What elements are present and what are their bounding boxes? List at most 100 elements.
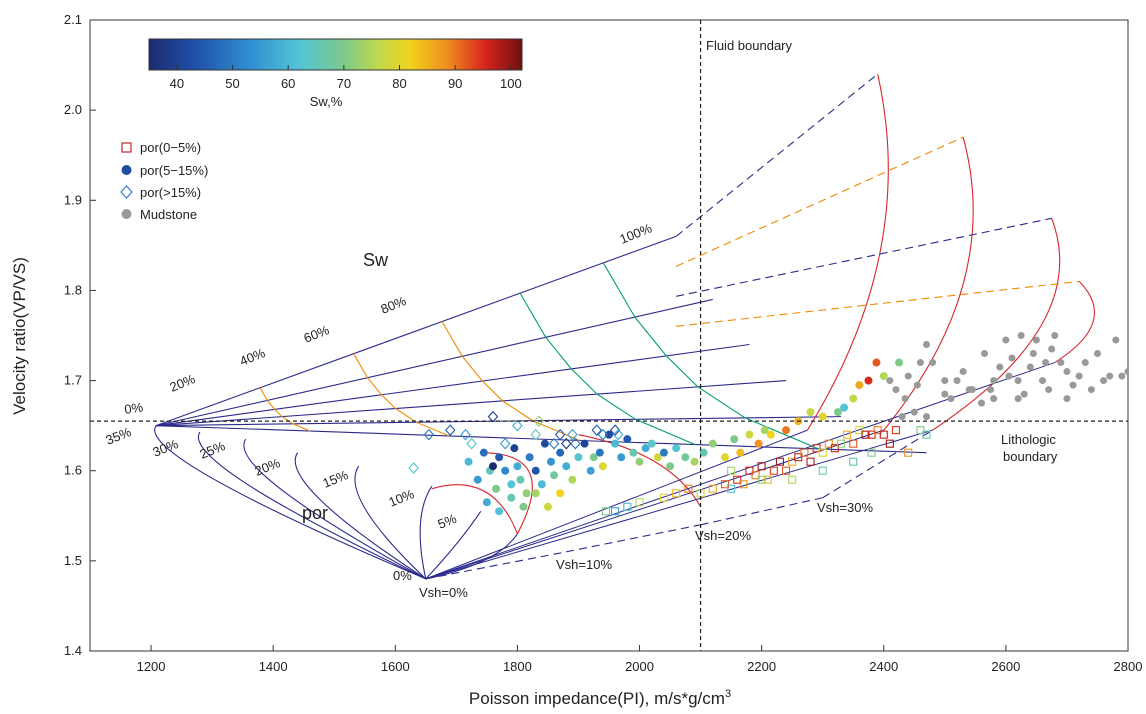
por-5-15-point [507,480,516,489]
por-5-15-point [666,462,675,471]
por-0-5-point [800,448,809,457]
red-curve [431,484,518,535]
mudstone-point [1017,332,1025,339]
legend-marker-por-5-15 [121,165,132,175]
por-15-point [609,424,621,436]
mudstone-point [1005,372,1013,380]
por-5-15-point [760,426,769,435]
por-0-5-point [611,507,620,516]
mudstone-point [996,363,1004,371]
por-0-5-point [788,475,797,484]
sw-title: Sw [363,250,389,270]
por-5-15-point [586,466,595,475]
por-5-15-point [855,381,864,390]
shale-dashed-line [676,217,1052,297]
mudstone-point [910,408,918,416]
shale-dashed-line [675,73,879,237]
por-5-15-point [736,448,745,457]
colorbar-ticks: 40 50 60 70 80 90 100 [170,65,522,91]
mudstone-point [1112,336,1120,344]
colorbar-tick-label: 70 [337,76,351,91]
colorbar-tick-label: 60 [281,76,295,91]
por-5-15-point [537,480,546,489]
mudstone-point [916,359,924,367]
por-5-15-point [681,453,690,462]
y-tick-label: 1.9 [64,192,82,207]
shale-curve [932,218,1061,431]
por-0-5-point [922,430,931,439]
shale-dashed-line [676,280,1080,327]
por-0-5-point [830,444,839,453]
por-5-15-point [488,462,497,471]
por-0-5-point [867,430,876,439]
lithologic-boundary-label-2: boundary [1003,449,1058,464]
colorbar-tick-label: 40 [170,76,184,91]
mudstone-point [901,395,909,403]
legend-label-por-5-15: por(5−15%) [140,163,208,178]
mudstone-point [1014,395,1022,403]
mudstone-point [953,377,961,385]
por-0-5-point [684,484,693,493]
mudstone-point [1093,350,1101,358]
sw-label-100: 100% [618,220,655,247]
por-5-15-point [546,457,555,466]
porosity-isoline [519,292,696,446]
por-5-15-point [653,453,662,462]
mudstone-point [1039,377,1047,385]
legend-marker-por-0-5 [121,142,132,153]
por-5-15-point [525,453,534,462]
x-tick-label: 2800 [1114,659,1143,674]
por-5-15-point [840,403,849,412]
por-5-15-point [473,475,482,484]
y-tick-label: 1.6 [64,463,82,478]
por-5-15-point [543,502,552,511]
mudstone-point [1057,359,1065,367]
por-5-15-point [721,453,730,462]
mudstone-point [1026,363,1034,371]
shale-curve [883,137,974,431]
por-5-15-point [574,453,583,462]
por-5-15-point [672,444,681,453]
mudstone-point [1051,332,1059,339]
mudstone-point [981,350,989,358]
y-tick-label: 2.0 [64,102,82,117]
colorbar-label: Sw,% [310,94,343,109]
porosity-isoline [602,262,819,450]
por-5-15-point [580,439,589,448]
vsh-solid-line [425,429,933,580]
vsh-label-30: Vsh=30% [817,500,873,515]
y-axis-title: Velocity ratio(VP/VS) [10,257,29,415]
por-0-5-point [769,466,778,475]
por-0-5-point [601,507,610,516]
por-15-point [466,437,477,450]
sw-isoline [353,353,450,437]
por-5-15-point [562,462,571,471]
mudstone-point [947,395,955,403]
sw-fan-line [155,425,927,454]
y-tick-label: 2.1 [64,12,82,27]
legend-marker-mudstone [121,209,132,219]
mudstone-point [886,377,894,385]
por-5-15-point [492,484,501,493]
mudstone-point [1063,368,1071,376]
por-5-15-point [464,457,473,466]
fluid-boundary-label: Fluid boundary [706,38,792,53]
rock-physics-template [154,73,1095,580]
mudstone-point [990,377,998,385]
sw-fan-line [155,235,677,427]
vsh-solid-line [425,429,808,580]
por-0-5-point [843,430,852,439]
por-15-point [533,415,545,427]
por-15-point [499,437,511,450]
por-5-15-point [833,408,842,417]
por-0-5-point [757,475,766,484]
colorbar-tick-label: 50 [225,76,239,91]
vsh-label-20: Vsh=20% [695,528,751,543]
mudstone-point [1042,359,1050,367]
por-15-point [530,428,541,441]
por-label-30: 30% [151,436,181,460]
mudstone-point [1048,345,1056,353]
legend: por(0−5%) por(5−15%) por(>15%) Mudstone [120,140,208,222]
por-label-10: 10% [387,486,417,510]
